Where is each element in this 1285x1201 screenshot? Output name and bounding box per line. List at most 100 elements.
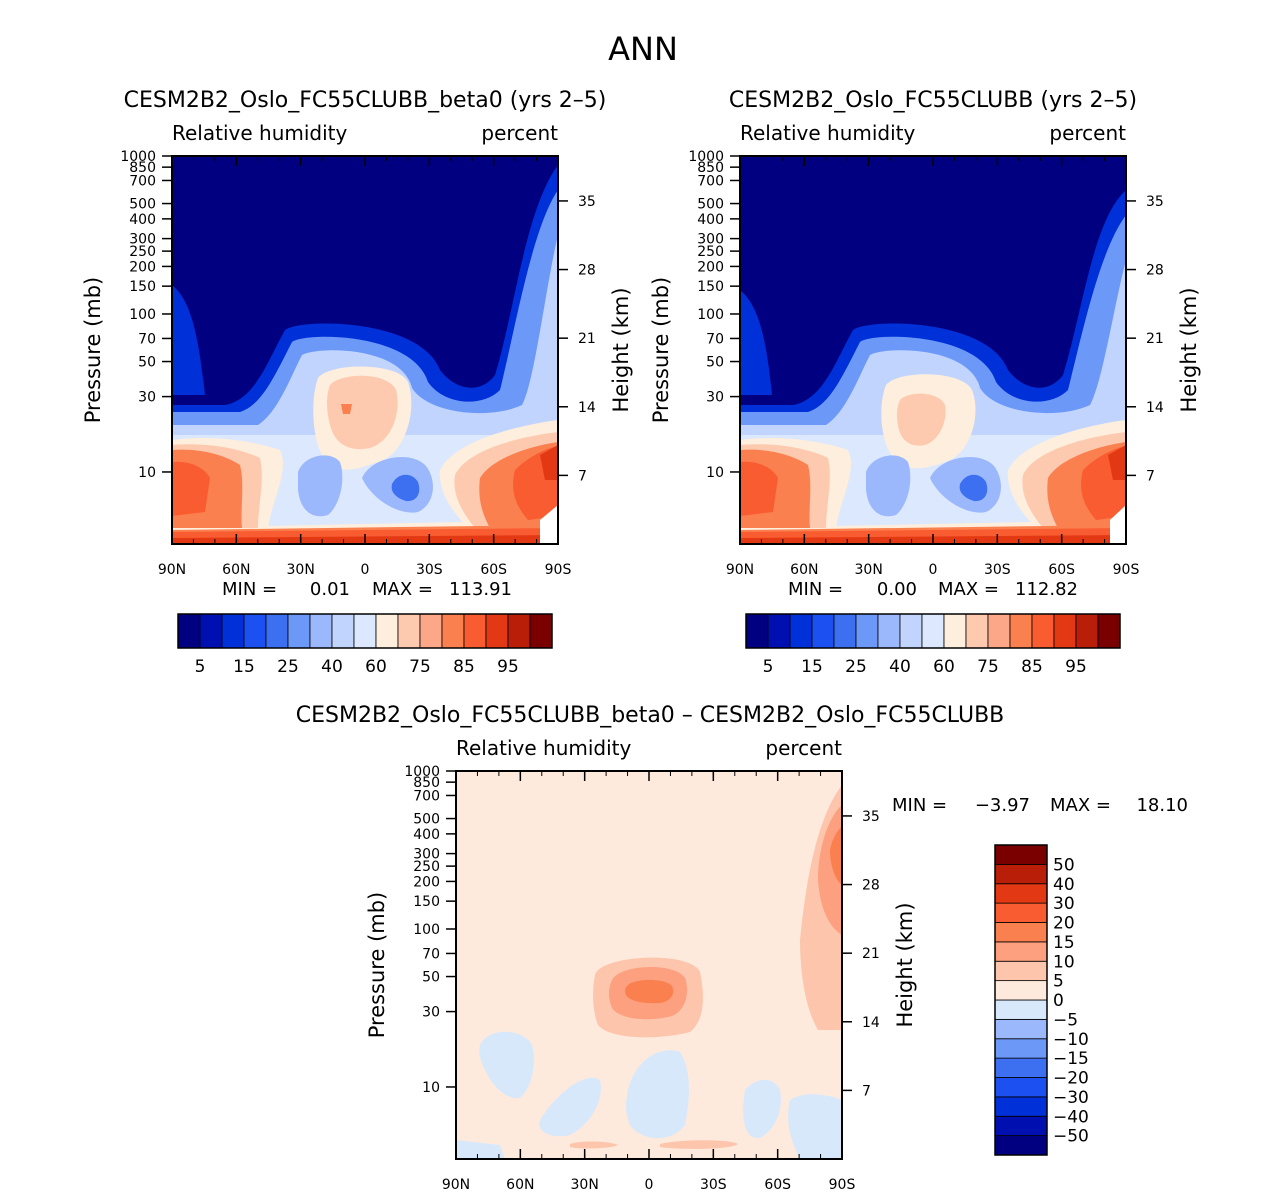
y-right-tick-label: 35 [1146, 194, 1164, 210]
panel-title: CESM2B2_Oslo_FC55CLUBB_beta0 (yrs 2–5) [124, 88, 607, 113]
colorbar-swatch [994, 1038, 1048, 1059]
contour-fill-15 [1110, 505, 1126, 544]
y-tick-label: 10 [138, 465, 156, 481]
min-label: MIN = [788, 579, 843, 600]
colorbar-swatch [994, 960, 1048, 982]
colorbar-swatch [899, 613, 923, 649]
max-value: 18.10 [1136, 795, 1188, 816]
contour-field [740, 156, 1126, 544]
colorbar-swatch [994, 980, 1048, 1001]
colorbar-tick-label: 25 [845, 657, 867, 677]
x-tick-label: 0 [929, 562, 938, 578]
contour-fill-4 [456, 1031, 842, 1159]
colorbar-tick-label: −5 [1053, 1010, 1078, 1030]
colorbar-swatch [943, 613, 967, 649]
y-tick-label: 100 [697, 307, 724, 323]
colorbar-tick-label: 95 [497, 657, 519, 677]
y-ticks-right: 7 14 21 28 35 [1126, 194, 1164, 484]
y-tick-label: 250 [413, 859, 440, 875]
y-right-tick-label: 7 [1146, 468, 1155, 484]
colorbar-tick-label: 75 [409, 657, 431, 677]
y-tick-label: 1000 [120, 149, 156, 165]
y-axis-label: Pressure (mb) [365, 892, 389, 1039]
panel-title: CESM2B2_Oslo_FC55CLUBB_beta0 – CESM2B2_O… [296, 703, 1005, 728]
y-tick-label: 300 [697, 232, 724, 248]
y-tick-label: 300 [129, 232, 156, 248]
colorbar-swatch [529, 613, 553, 649]
y-axis-label-right: Height (km) [1177, 287, 1201, 412]
colorbar-swatch [921, 613, 945, 649]
contour-fill-11 [740, 446, 1126, 544]
y-tick-label: 100 [129, 307, 156, 323]
y-right-tick-label: 28 [578, 263, 596, 279]
colorbar-swatch [353, 613, 377, 649]
colorbar-tick-label: 30 [1053, 894, 1075, 914]
contour-fill-11 [172, 446, 558, 544]
x-tick-label: 0 [645, 1177, 654, 1193]
units-label: percent [481, 121, 558, 145]
colorbar-swatch [833, 613, 857, 649]
y-tick-label: 300 [413, 847, 440, 863]
colorbar-swatch [397, 613, 421, 649]
colorbar-swatch [767, 613, 791, 649]
variable-label: Relative humidity [740, 121, 915, 145]
colorbar-swatch [1009, 613, 1033, 649]
x-tick-label: 90S [1113, 562, 1140, 578]
y-tick-label: 400 [129, 212, 156, 228]
max-value: 112.82 [1015, 579, 1078, 600]
y-tick-label: 70 [138, 331, 156, 347]
colorbar-swatch [994, 902, 1048, 923]
colorbar-tick-label: 5 [195, 657, 206, 677]
units-label: percent [1049, 121, 1126, 145]
contour-fill-14 [959, 474, 988, 502]
colorbar-swatch [221, 613, 245, 649]
colorbar-tick-label: 60 [365, 657, 387, 677]
y-tick-label: 150 [129, 279, 156, 295]
colorbar-swatch [965, 613, 989, 649]
y-tick-label: 30 [706, 390, 724, 406]
x-tick-label: 60S [1048, 562, 1075, 578]
y-tick-label: 250 [697, 244, 724, 260]
min-label: MIN = [222, 579, 277, 600]
y-tick-label: 150 [697, 279, 724, 295]
y-tick-label: 850 [697, 160, 724, 176]
colorbar-tick-label: 20 [1053, 914, 1075, 934]
y-tick-label: 70 [422, 946, 440, 962]
y-tick-label: 50 [422, 970, 440, 986]
y-right-tick-label: 21 [1146, 331, 1164, 347]
contour-fill-6 [327, 375, 398, 450]
colorbar-frame [745, 613, 1121, 649]
y-tick-label: 30 [422, 1005, 440, 1021]
x-tick-label: 60N [790, 562, 818, 578]
contour-fill-5 [570, 1140, 738, 1149]
y-right-tick-label: 28 [1146, 263, 1164, 279]
y-right-tick-label: 21 [578, 331, 596, 347]
colorbar-tick-label: −40 [1053, 1107, 1089, 1127]
colorbar-swatch [994, 1115, 1048, 1137]
colorbar-swatch [287, 613, 311, 649]
colorbar-swatch [441, 613, 465, 649]
panel-difference: CESM2B2_Oslo_FC55CLUBB_beta0 – CESM2B2_O… [296, 703, 1188, 1193]
panel-control: CESM2B2_Oslo_FC55CLUBB (yrs 2–5) Relativ… [649, 88, 1201, 677]
panel-beta0: CESM2B2_Oslo_FC55CLUBB_beta0 (yrs 2–5) R… [81, 88, 633, 677]
colorbar-swatch [507, 613, 531, 649]
x-tick-label: 60S [764, 1177, 791, 1193]
colorbar-tick-label: −10 [1053, 1030, 1089, 1050]
panel-title: CESM2B2_Oslo_FC55CLUBB (yrs 2–5) [729, 88, 1137, 113]
colorbar-tick-label: 75 [977, 657, 999, 677]
variable-label: Relative humidity [172, 121, 347, 145]
y-tick-label: 1000 [404, 764, 440, 780]
contour-fill-15 [540, 505, 558, 544]
y-axis-label-right: Height (km) [609, 287, 633, 412]
x-tick-label: 30N [287, 562, 315, 578]
figure-title: ANN [608, 30, 678, 68]
colorbar-tick-label: 5 [1053, 972, 1064, 992]
y-right-tick-label: 28 [862, 878, 880, 894]
colorbar-tick-label: 15 [233, 657, 255, 677]
colorbar-frame [177, 613, 553, 649]
y-tick-label: 400 [413, 827, 440, 843]
y-tick-label: 50 [706, 355, 724, 371]
units-label: percent [765, 736, 842, 760]
colorbar-swatch [987, 613, 1011, 649]
